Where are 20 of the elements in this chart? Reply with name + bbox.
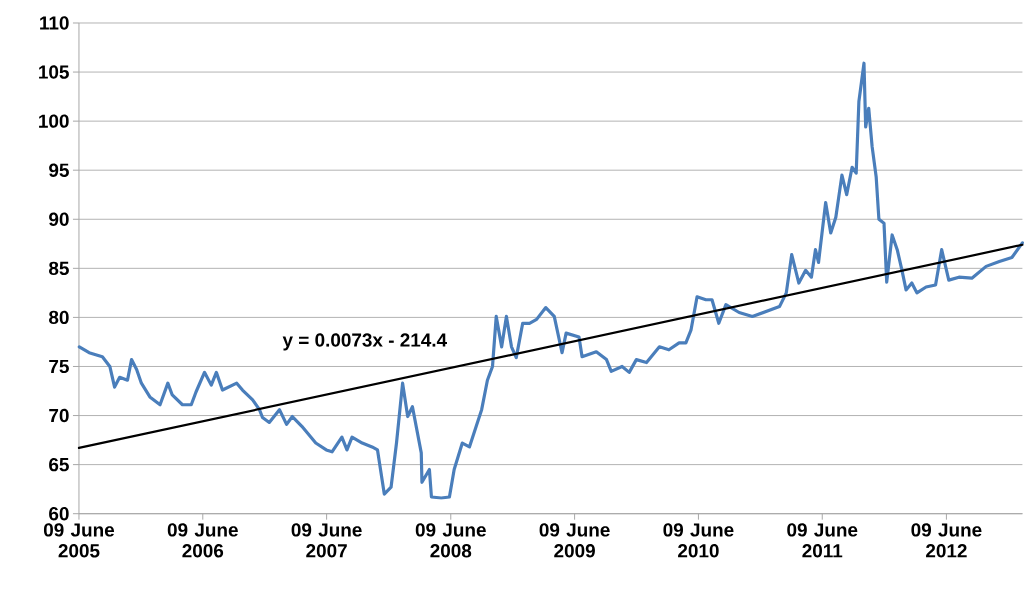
y-tick-label: 70 <box>49 409 69 423</box>
x-tick-label: 09 June 2012 <box>911 523 982 558</box>
y-tick-label: 80 <box>49 310 69 325</box>
x-tick-label: 09 June 2005 <box>43 523 115 558</box>
y-tick-label: 90 <box>49 212 69 227</box>
x-tick-label: 09 June 2010 <box>663 523 734 558</box>
annotation: y = 0.0073x - 214.4 <box>282 333 447 351</box>
x-tick-label: 09 June 2007 <box>291 523 362 558</box>
y-tick-label: 65 <box>49 458 69 472</box>
y-tick-label: 110 <box>40 16 69 30</box>
x-tick-label: 09 June 2006 <box>167 523 238 558</box>
y-tick-label: 60 <box>49 507 69 521</box>
x-tick-label: 09 June 2011 <box>787 523 858 558</box>
y-tick-label: 105 <box>39 65 69 79</box>
y-tick-label: 85 <box>49 261 69 276</box>
y-tick-label: 75 <box>49 360 69 374</box>
x-tick-label: 09 June 2009 <box>539 523 610 558</box>
x-tick-label: 09 June 2008 <box>415 523 486 558</box>
y-tick-label: 100 <box>39 114 69 128</box>
y-tick-label: 95 <box>49 163 69 178</box>
